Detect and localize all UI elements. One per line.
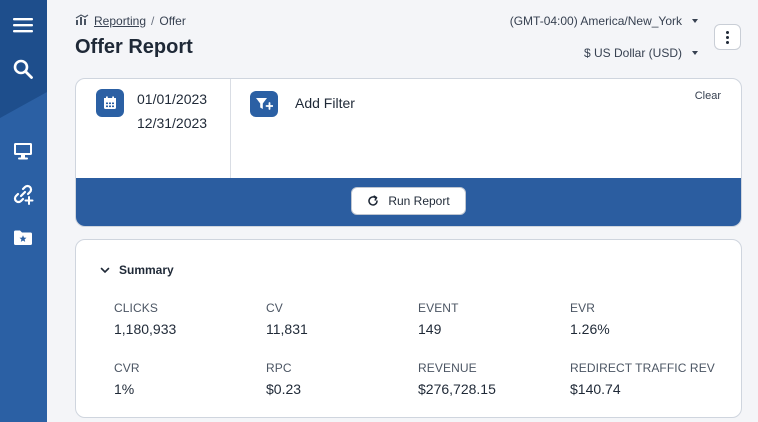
page-title: Offer Report <box>75 36 193 58</box>
filter-divider <box>230 79 231 178</box>
metric-label: CV <box>266 301 283 315</box>
refresh-icon <box>368 195 379 206</box>
date-from[interactable]: 01/01/2023 <box>137 91 208 107</box>
metric-value: 1% <box>114 381 135 397</box>
menu-icon[interactable] <box>10 12 36 38</box>
metric-label: CLICKS <box>114 301 158 315</box>
kebab-dot <box>726 30 729 34</box>
currency-value: $ US Dollar (USD) <box>583 46 682 60</box>
metric-label: RPC <box>266 361 292 375</box>
metric-value: $140.74 <box>570 381 621 397</box>
timezone-select[interactable]: (GMT-04:00) America/New_York <box>510 14 698 28</box>
calendar-icon <box>104 96 116 109</box>
metric-label: EVENT <box>418 301 459 315</box>
filter-panel: 01/01/2023 12/31/2023 Add Filter Clear <box>76 79 741 178</box>
metric-value: 149 <box>418 321 442 337</box>
search-icon[interactable] <box>10 56 36 82</box>
link-add-icon[interactable] <box>10 181 36 207</box>
breadcrumb-reporting-link[interactable]: Reporting <box>94 14 147 28</box>
metric-event: EVENT 149 <box>418 301 568 337</box>
breadcrumb-current: Offer <box>159 14 186 28</box>
metric-value: $0.23 <box>266 381 302 397</box>
metric-revenue: REVENUE $276,728.15 <box>418 361 568 397</box>
metric-label: REVENUE <box>418 361 477 375</box>
chevron-down-icon <box>692 51 698 55</box>
date-to[interactable]: 12/31/2023 <box>137 115 208 131</box>
metric-redirect-traffic-rev: REDIRECT TRAFFIC REV $140.74 <box>570 361 730 397</box>
date-range-button[interactable] <box>96 89 124 117</box>
clear-button[interactable]: Clear <box>694 90 721 102</box>
metric-evr: EVR 1.26% <box>570 301 720 337</box>
metric-label: EVR <box>570 301 595 315</box>
metric-cvr: CVR 1% <box>114 361 264 397</box>
kebab-dot <box>726 40 729 44</box>
breadcrumb: Reporting / Offer <box>75 14 186 28</box>
more-options-button[interactable] <box>714 24 741 50</box>
reporting-chart-icon <box>75 14 89 28</box>
summary-title: Summary <box>119 263 174 277</box>
monitor-icon[interactable] <box>10 138 36 164</box>
metric-value: 1.26% <box>570 321 610 337</box>
chevron-down-icon <box>100 267 110 273</box>
metric-rpc: RPC $0.23 <box>266 361 416 397</box>
metric-label: REDIRECT TRAFFIC REV <box>570 361 715 375</box>
folder-star-icon[interactable] <box>10 224 36 250</box>
chevron-down-icon <box>692 19 698 23</box>
summary-toggle[interactable]: Summary <box>100 263 174 277</box>
add-filter-label[interactable]: Add Filter <box>295 95 355 111</box>
run-report-bar: Run Report <box>76 178 741 226</box>
metric-value: 11,831 <box>266 321 308 337</box>
currency-select[interactable]: $ US Dollar (USD) <box>584 46 698 60</box>
run-report-label: Run Report <box>388 194 450 208</box>
metric-label: CVR <box>114 361 140 375</box>
timezone-value: (GMT-04:00) America/New_York <box>509 14 682 28</box>
filter-card: 01/01/2023 12/31/2023 Add Filter Clear R… <box>75 78 742 227</box>
summary-card: Summary CLICKS 1,180,933 CV 11,831 EVENT… <box>75 239 742 418</box>
kebab-dot <box>726 35 729 39</box>
add-filter-button[interactable] <box>250 91 278 117</box>
sidebar <box>0 0 47 422</box>
filter-add-icon <box>256 98 273 110</box>
metric-value: $276,728.15 <box>418 381 496 397</box>
run-report-button[interactable]: Run Report <box>351 187 466 215</box>
metric-clicks: CLICKS 1,180,933 <box>114 301 264 337</box>
metric-value: 1,180,933 <box>114 321 177 337</box>
breadcrumb-separator: / <box>151 14 155 28</box>
metric-cv: CV 11,831 <box>266 301 416 337</box>
